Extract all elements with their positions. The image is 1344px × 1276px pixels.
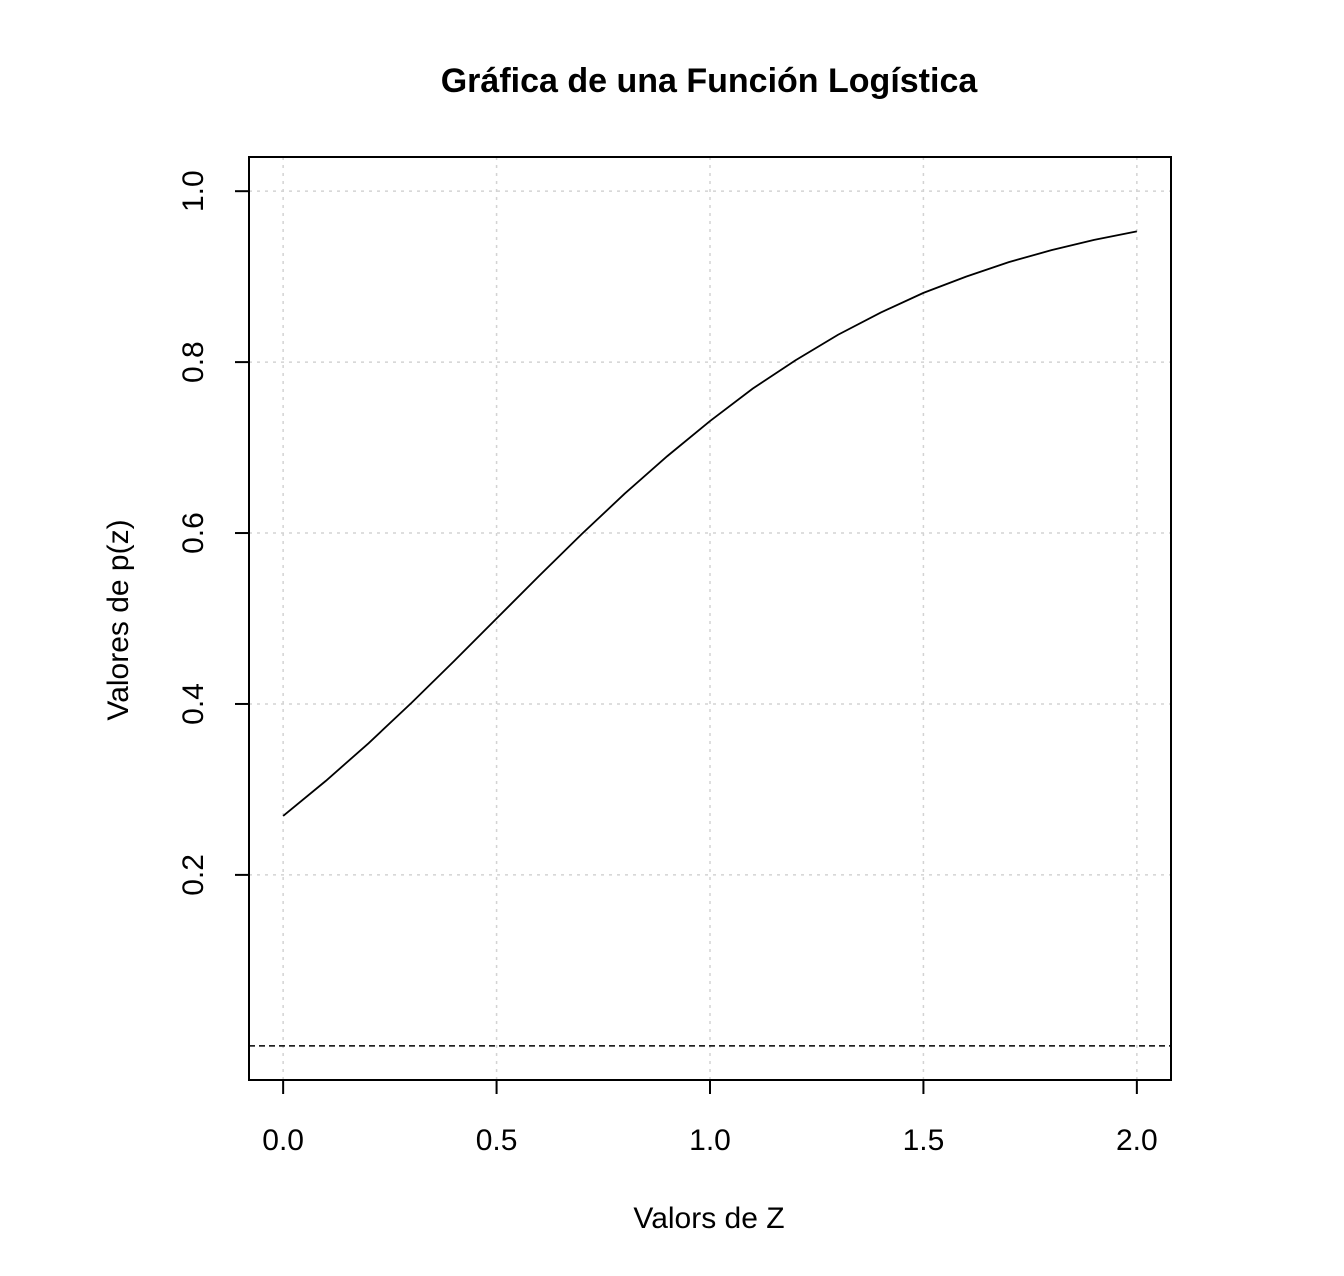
x-tick-label: 0.5: [476, 1124, 518, 1157]
x-axis: 0.0 0.5 1.0 1.5 2.0: [262, 1080, 1158, 1157]
y-tick-label: 0.8: [177, 341, 210, 383]
x-tick-label: 1.5: [903, 1124, 945, 1157]
chart-title: Gráfica de una Función Logística: [441, 62, 979, 100]
y-tick-label: 0.6: [177, 512, 210, 554]
x-axis-label: Valors de Z: [633, 1202, 784, 1235]
x-tick-label: 2.0: [1116, 1124, 1158, 1157]
y-tick-label: 0.4: [177, 683, 210, 725]
y-tick-label: 0.2: [177, 854, 210, 896]
logistic-curve: [282, 230, 1138, 817]
y-axis-label: Valores de p(z): [102, 519, 135, 720]
y-tick-label: 1.0: [177, 170, 210, 212]
x-tick-label: 0.0: [262, 1124, 304, 1157]
y-axis: 0.2 0.4 0.6 0.8 1.0: [177, 170, 249, 896]
x-tick-label: 1.0: [689, 1124, 731, 1157]
grid-lines: [249, 157, 1171, 1080]
